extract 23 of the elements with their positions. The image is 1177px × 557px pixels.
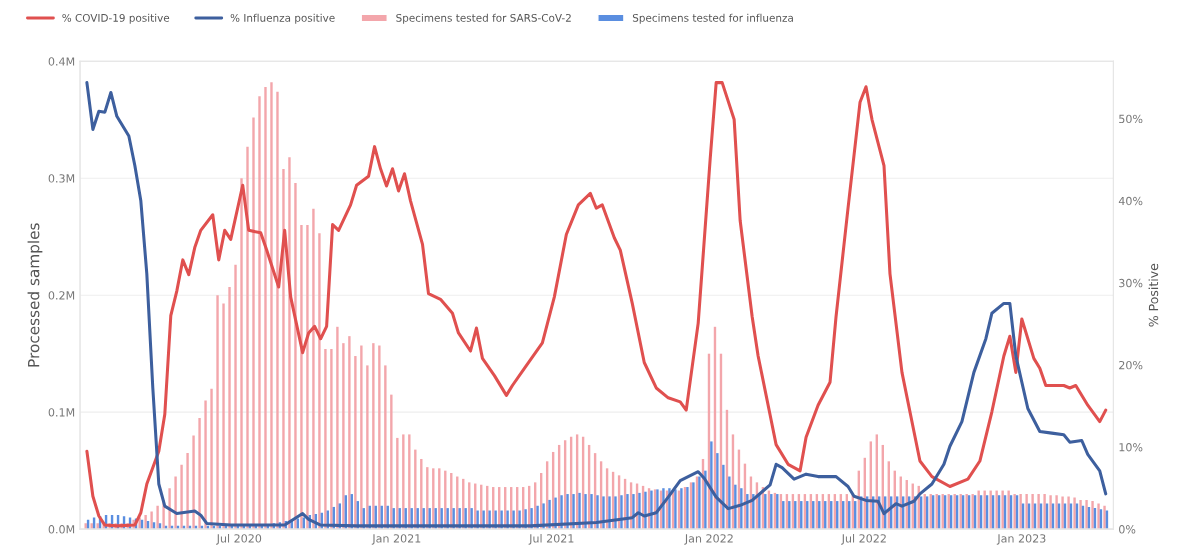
y-tick-label: 0.0M <box>48 525 75 534</box>
x-tick-label: Jul 2022 <box>841 534 886 545</box>
x-tick-label: Jan 2023 <box>996 534 1046 545</box>
x-tick-label: Jan 2022 <box>684 534 733 545</box>
x-tick-label: Jul 2020 <box>216 534 262 545</box>
y2-tick-label: 30% <box>1119 278 1143 288</box>
x-tick-label: Jul 2021 <box>528 534 574 545</box>
y2-tick-label: 0% <box>1119 525 1136 534</box>
legend-label: Specimens tested for SARS-CoV-2 <box>396 13 571 24</box>
y2-tick-label: 50% <box>1119 114 1143 124</box>
y-tick-label: 0.3M <box>48 174 75 183</box>
y-tick-label: 0.1M <box>48 408 75 417</box>
y2-tick-label: 20% <box>1119 360 1143 370</box>
legend-label: % Influenza positive <box>230 13 335 24</box>
legend-label: Specimens tested for influenza <box>632 13 793 24</box>
y2-tick-label: 10% <box>1119 443 1143 452</box>
y2-axis-title: % Positive <box>1148 263 1159 327</box>
legend-label: % COVID-19 positive <box>62 13 170 24</box>
y2-tick-label: 40% <box>1118 196 1143 206</box>
y-tick-label: 0.2M <box>48 291 75 300</box>
x-tick-label: Jan 2021 <box>371 534 421 545</box>
y-axis-title: Processed samples <box>27 223 43 367</box>
y-tick-label: 0.4M <box>48 57 75 66</box>
